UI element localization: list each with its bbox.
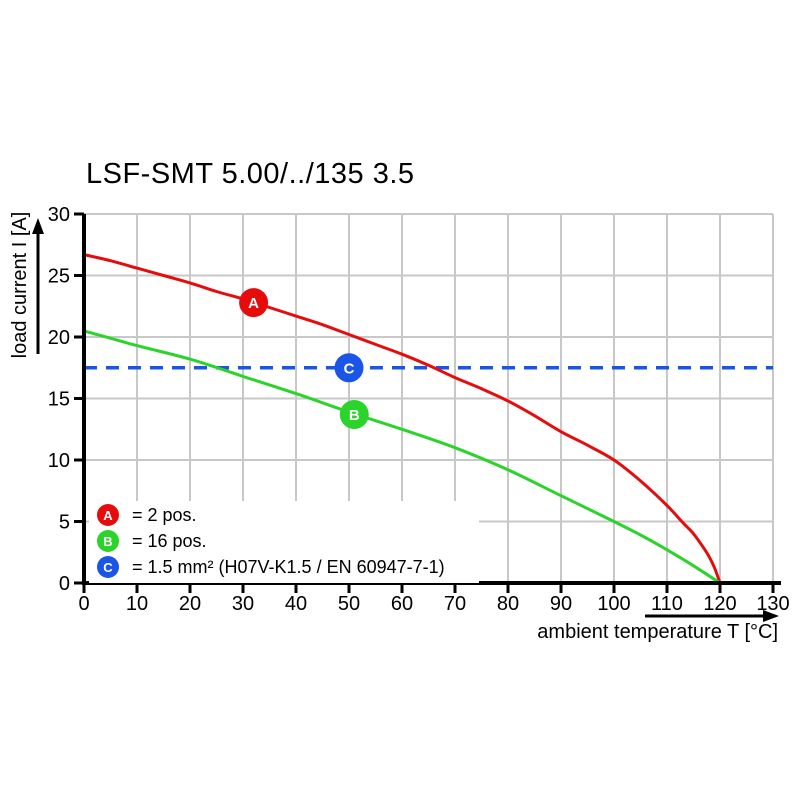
x-tick-label: 30 [232, 593, 254, 615]
legend-dot-c-icon: C [97, 556, 119, 578]
marker-B [339, 400, 369, 429]
y-tick-label: 0 [59, 573, 70, 595]
legend-item-b: B = 16 pos. [97, 528, 475, 554]
y-axis-up-arrow-icon [32, 218, 44, 354]
x-axis-right-arrow-icon [645, 610, 779, 622]
legend: A = 2 pos. B = 16 pos. C = 1.5 mm² (H07V… [89, 501, 479, 583]
x-tick-label: 0 [78, 593, 89, 615]
y-tick-label: 10 [48, 450, 70, 472]
legend-dot-b-icon: B [97, 530, 119, 552]
x-tick-label: 80 [497, 593, 519, 615]
legend-dot-a-icon: A [97, 504, 119, 526]
x-tick-label: 60 [391, 593, 413, 615]
legend-label-a: = 2 pos. [132, 504, 197, 525]
y-tick-label: 15 [48, 389, 70, 411]
legend-item-c: C = 1.5 mm² (H07V-K1.5 / EN 60947-7-1) [97, 554, 475, 580]
marker-C [334, 353, 364, 383]
x-tick-label: 40 [285, 593, 307, 615]
x-tick-label: 50 [338, 593, 360, 615]
x-tick-label: 90 [550, 593, 572, 615]
y-tick-label: 30 [48, 204, 70, 226]
marker-C-label: C [344, 360, 355, 377]
marker-B-label: B [349, 407, 360, 424]
x-tick-label: 100 [597, 593, 630, 615]
chart-title: LSF-SMT 5.00/../135 3.5 [86, 158, 415, 190]
x-tick-label: 120 [703, 593, 736, 615]
legend-item-a: A = 2 pos. [97, 502, 475, 528]
x-tick-label: 20 [179, 593, 201, 615]
legend-label-c: = 1.5 mm² (H07V-K1.5 / EN 60947-7-1) [132, 556, 445, 577]
x-tick-label: 110 [651, 593, 683, 615]
y-tick-label: 5 [59, 512, 70, 534]
curve-A [82, 253, 722, 585]
marker-A-label: A [248, 295, 259, 312]
y-tick-label: 20 [48, 327, 70, 349]
x-tick-label: 130 [756, 593, 789, 615]
legend-label-b: = 16 pos. [132, 530, 207, 551]
y-tick-label: 25 [48, 266, 70, 288]
curve-B [82, 329, 722, 585]
x-tick-label: 70 [444, 593, 466, 615]
x-axis-label: ambient temperature T [°C] [537, 621, 778, 643]
marker-A [239, 288, 269, 318]
x-tick-label: 10 [126, 593, 148, 615]
